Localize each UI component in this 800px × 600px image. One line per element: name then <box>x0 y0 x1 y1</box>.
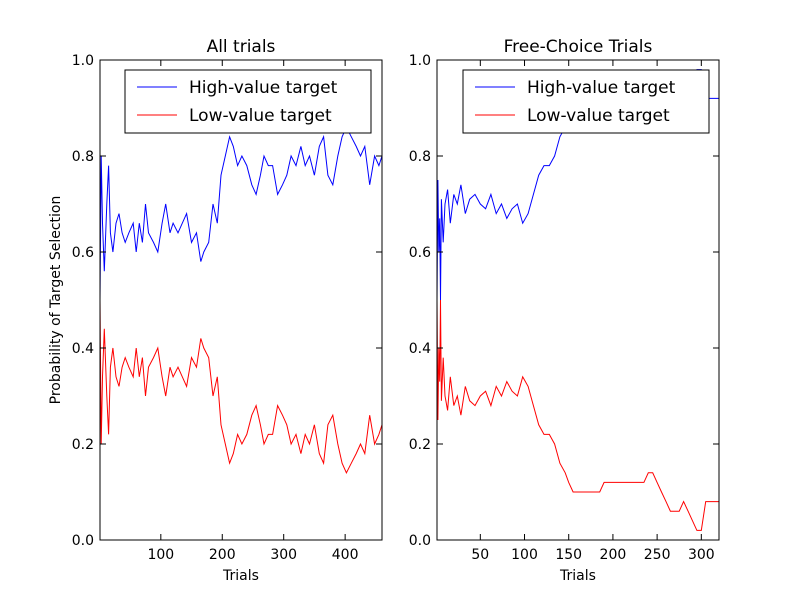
legend-entry: High-value target <box>527 78 676 98</box>
y-tick-label: 0.4 <box>72 341 94 357</box>
y-tick-label: 0.6 <box>409 245 431 261</box>
y-tick-label: 0.6 <box>72 245 94 261</box>
y-tick-label: 1.0 <box>72 53 94 69</box>
legend-box <box>124 69 372 134</box>
panel-all-trials: 0.0 0.2 0.4 0.6 0.8 1.0 100 200 300 400 All trials… <box>48 37 383 584</box>
x-tick-label: 300 <box>270 547 297 563</box>
chart-title: All trials <box>207 37 276 57</box>
x-tick-label: 150 <box>555 547 582 563</box>
y-tick-label: 0.0 <box>409 533 431 549</box>
x-tick-label: 250 <box>644 547 671 563</box>
legend-entry: Low-value target <box>189 106 332 126</box>
y-tick-label: 0.4 <box>409 341 431 357</box>
y-tick-label: 0.2 <box>72 437 94 453</box>
legend-entry: Low-value target <box>527 106 670 126</box>
y-tick-label: 0.0 <box>72 533 94 549</box>
legend: High-value target Low-value target <box>462 69 710 134</box>
legend: High-value target Low-value target <box>124 69 372 134</box>
y-tick-label: 0.2 <box>409 437 431 453</box>
x-tick-label: 100 <box>147 547 174 563</box>
x-tick-label: 200 <box>209 547 236 563</box>
series-line-high-value <box>99 126 383 301</box>
legend-entry: High-value target <box>189 78 338 98</box>
panel-free-choice-trials: 0.0 0.2 0.4 0.6 0.8 1.0 50 100 150 200 250 300 Free-… <box>409 37 720 584</box>
series-line-low-value <box>436 299 719 531</box>
plot-frame <box>99 59 383 541</box>
x-axis-label: Trials <box>559 568 596 584</box>
y-tick-label: 1.0 <box>409 53 431 69</box>
y-tick-label: 0.8 <box>72 149 94 165</box>
x-tick-label: 300 <box>688 547 715 563</box>
x-tick-label: 100 <box>511 547 538 563</box>
y-axis-label: Probability of Target Selection <box>48 196 64 405</box>
x-axis-label: Trials <box>222 568 259 584</box>
plot-frame <box>436 59 720 541</box>
legend-box <box>462 69 710 134</box>
series-line-low-value <box>99 299 383 474</box>
x-tick-label: 200 <box>600 547 627 563</box>
x-tick-label: 50 <box>471 547 489 563</box>
y-tick-label: 0.8 <box>409 149 431 165</box>
x-tick-label: 400 <box>332 547 359 563</box>
chart-title: Free-Choice Trials <box>504 37 653 57</box>
